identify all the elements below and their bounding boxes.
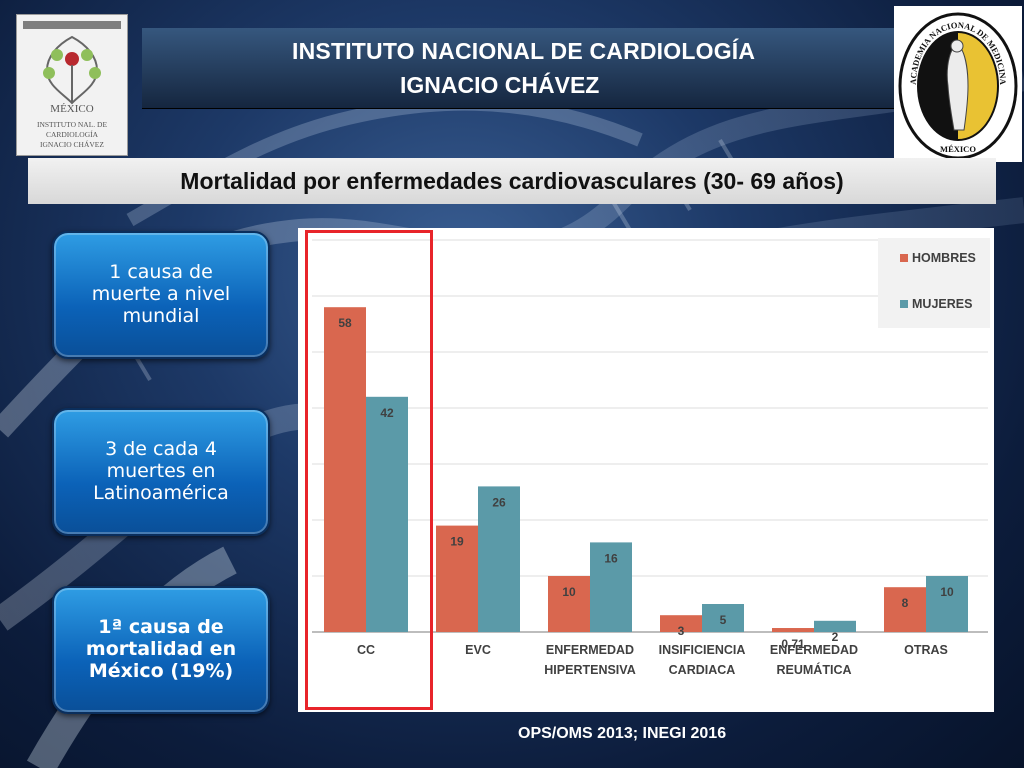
legend-label: HOMBRES: [912, 251, 976, 265]
institute-subname: IGNACIO CHÁVEZ: [400, 72, 600, 98]
logo-left-text-3: CARDIOLOGÍA: [46, 129, 99, 139]
slide-title: Mortalidad por enfermedades cardiovascul…: [180, 168, 844, 194]
callout-2-line-3: Latinoamérica: [93, 482, 229, 504]
data-label: 10: [562, 585, 576, 599]
data-label: 0.71: [781, 637, 805, 651]
category-label: CARDIACA: [669, 663, 736, 677]
data-label: 10: [940, 585, 954, 599]
bar-mujeres-1: [478, 486, 520, 632]
bar-hombres-1: [436, 525, 478, 632]
callout-1-line-2: muerte a nivel: [91, 283, 231, 305]
institute-name: INSTITUTO NACIONAL DE CARDIOLOGÍA: [292, 38, 756, 64]
category-label: OTRAS: [904, 643, 948, 657]
category-label: ENFERMEDAD: [546, 643, 634, 657]
bar-mujeres-2: [590, 542, 632, 632]
logo-left-text-2: INSTITUTO NAL. DE: [37, 120, 107, 129]
data-label: 2: [832, 630, 839, 644]
cardiology-institute-logo: MÉXICO INSTITUTO NAL. DE CARDIOLOGÍA IGN…: [16, 14, 128, 156]
callout-1-line-3: mundial: [122, 305, 200, 327]
logo-left-text-4: IGNACIO CHÁVEZ: [40, 139, 104, 149]
data-label: 26: [492, 495, 506, 509]
slide-title-bar: Mortalidad por enfermedades cardiovascul…: [28, 158, 996, 204]
callout-2-line-1: 3 de cada 4: [105, 438, 217, 460]
category-label: INSIFICIENCIA: [659, 643, 746, 657]
logo-left-text-1: MÉXICO: [50, 103, 93, 115]
chart-svg: 5842CC1926EVC1016ENFERMEDADHIPERTENSIVA3…: [312, 238, 990, 677]
data-label: 19: [450, 535, 464, 549]
data-label: 58: [338, 316, 352, 330]
callout-world-cause: 1 causa de muerte a nivel mundial: [52, 231, 270, 359]
bar-mujeres-0: [366, 396, 408, 632]
bar-hombres-0: [324, 307, 366, 632]
callout-latinamerica: 3 de cada 4 muertes en Latinoamérica: [52, 408, 270, 536]
bar-hombres-2: [548, 576, 590, 632]
academy-of-medicine-seal: ACADEMIA NACIONAL DE MEDICINA MÉXICO: [894, 6, 1022, 162]
bar-hombres-3: [660, 615, 702, 632]
cc-highlight-box: [305, 230, 433, 710]
category-label: ENFERMEDAD: [770, 643, 858, 657]
callout-3-line-1: 1ª causa de: [98, 616, 224, 638]
bar-hombres-4: [772, 628, 814, 632]
callout-1-line-1: 1 causa de: [109, 261, 213, 283]
legend-swatch-mujeres: [900, 300, 908, 308]
bar-mujeres-5: [926, 576, 968, 632]
category-label: CC: [357, 643, 375, 657]
data-label: 16: [604, 551, 618, 565]
callout-2-line-2: muertes en: [106, 460, 216, 482]
category-label: EVC: [465, 643, 491, 657]
callout-mexico-cause: 1ª causa de mortalidad en México (19%): [52, 586, 270, 714]
bar-mujeres-3: [702, 604, 744, 632]
category-label: REUMÁTICA: [777, 662, 852, 677]
seal-bottom-text: MÉXICO: [940, 144, 976, 154]
mortality-bar-chart: 58 42 CC 19 26 EVC 10 16 ENFERMEDAD HIPERTENSIVA 3…: [298, 228, 994, 712]
bar-mujeres-4: [814, 620, 856, 632]
source-citation: OPS/OMS 2013; INEGI 2016: [518, 725, 727, 742]
data-label: 42: [380, 406, 394, 420]
institute-header: INSTITUTO NACIONAL DE CARDIOLOGÍA IGNACI…: [142, 28, 894, 109]
data-label: 8: [902, 596, 909, 610]
callout-3-line-2: mortalidad en: [85, 638, 237, 660]
legend-label: MUJERES: [912, 297, 972, 311]
data-label: 5: [720, 613, 727, 627]
legend-swatch-hombres: [900, 254, 908, 262]
category-label: HIPERTENSIVA: [544, 663, 635, 677]
callout-3-line-3: México (19%): [88, 660, 234, 682]
data-label: 3: [678, 624, 685, 638]
bar-hombres-5: [884, 587, 926, 632]
legend-box: [878, 238, 990, 328]
